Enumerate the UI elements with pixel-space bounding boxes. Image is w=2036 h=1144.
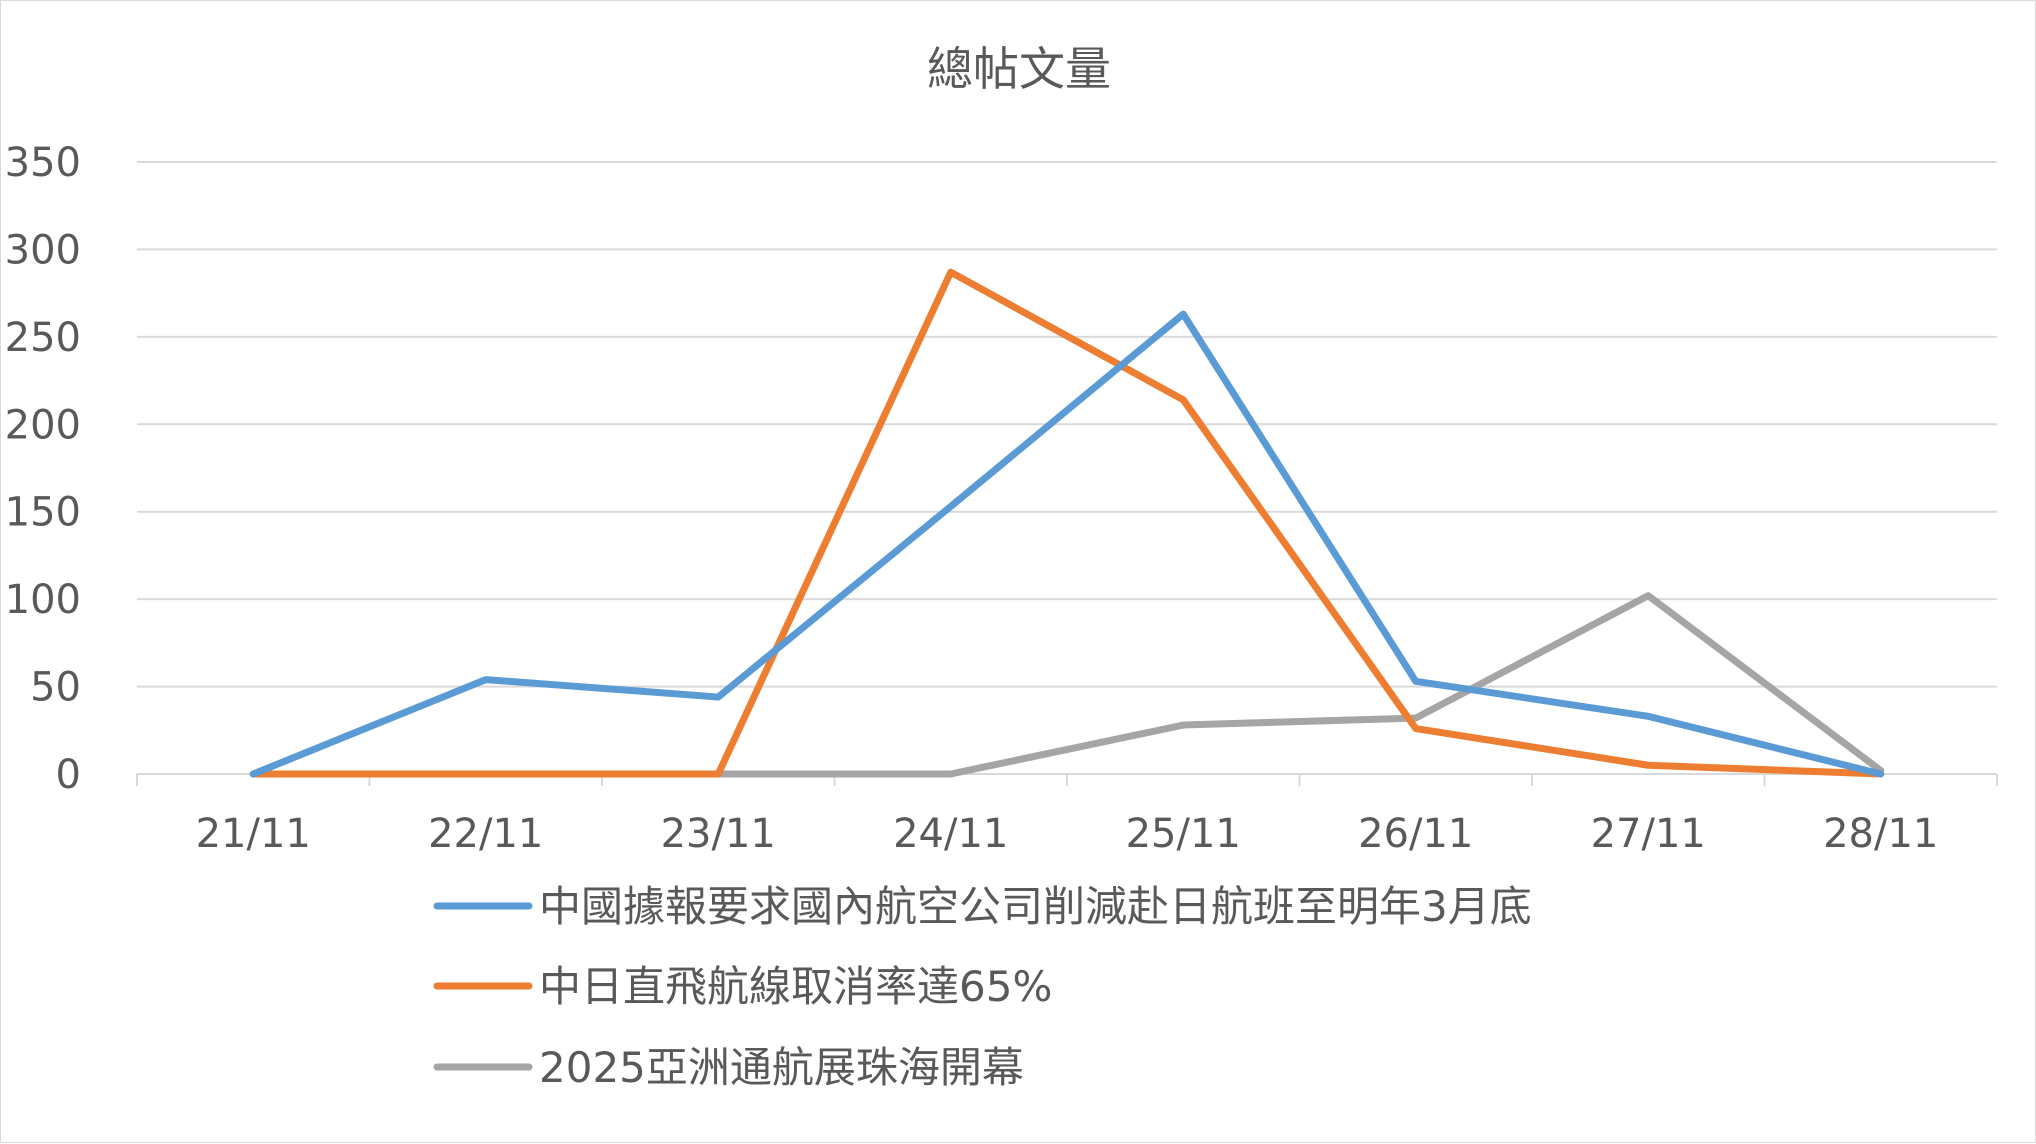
series-line-1 [249, 310, 1885, 778]
x-tick-label: 21/11 [196, 811, 311, 857]
chart-title: 總帖文量 [927, 42, 1111, 96]
x-tick-label: 26/11 [1358, 811, 1473, 857]
gridlines [137, 161, 1997, 688]
y-tick-label: 0 [56, 752, 81, 798]
x-tick-label: 25/11 [1126, 811, 1241, 857]
x-tick-label: 22/11 [428, 811, 543, 857]
y-tick-label: 100 [5, 577, 81, 623]
x-tick-label: 24/11 [893, 811, 1008, 857]
y-tick-label: 50 [30, 665, 81, 711]
legend-label: 中日直飛航線取消率達65% [539, 962, 1052, 1011]
x-tick-label: 23/11 [661, 811, 776, 857]
legend-label: 2025亞洲通航展珠海開幕 [539, 1043, 1024, 1092]
y-tick-label: 350 [5, 140, 81, 186]
y-axis-tick-labels: 0 50 100 150 200 250 300 350 [5, 140, 81, 798]
y-tick-label: 150 [5, 490, 81, 536]
y-tick-label: 200 [5, 402, 81, 448]
x-tick-label: 28/11 [1823, 811, 1938, 857]
series-line-3 [249, 592, 1885, 778]
series-lines [249, 268, 1885, 778]
x-tick-label: 27/11 [1591, 811, 1706, 857]
y-tick-label: 250 [5, 315, 81, 361]
legend-label: 中國據報要求國內航空公司削減赴日航班至明年3月底 [539, 882, 1532, 931]
y-tick-label: 300 [5, 227, 81, 273]
series-line-2 [249, 268, 1885, 778]
x-axis-tick-labels: 21/11 22/11 23/11 24/11 25/11 26/11 27/11 28/11 [196, 811, 1939, 857]
